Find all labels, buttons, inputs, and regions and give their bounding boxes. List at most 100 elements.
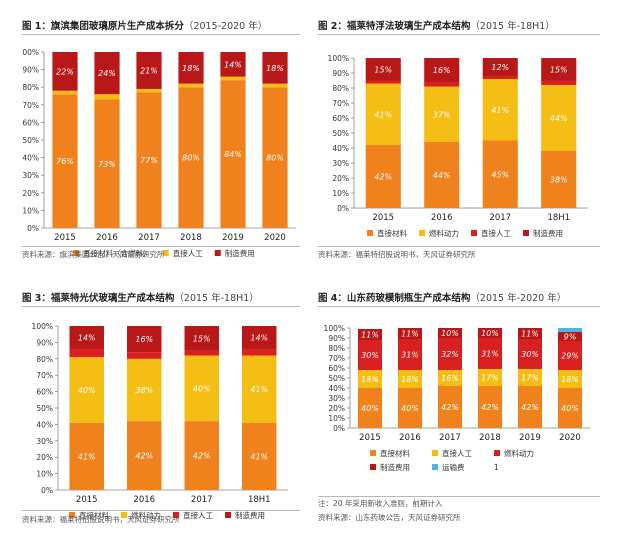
y-tick-label: 0%: [333, 424, 345, 433]
y-tick-label: 30%: [36, 437, 53, 446]
x-tick-label: 2016: [133, 495, 155, 505]
bar-segment: [52, 90, 78, 95]
bar-segment: [127, 358, 162, 422]
chart-svg-2: 0% 10% 20% 30% 40% 50% 60% 70% 80% 90% 100% 42% 41% 1…: [328, 54, 588, 238]
bar-segment: [178, 52, 204, 84]
data-label: 11%: [521, 330, 539, 339]
x-tick-label: 2017: [191, 495, 213, 505]
chart-title-1-period: （2015-2020 年）: [183, 21, 268, 32]
y-tick-label: 10%: [22, 206, 39, 215]
chart-svg-4: 0%10%20%30%40%50%60%70%80%90%100%40%18%3…: [324, 324, 590, 472]
y-tick-label: 60%: [328, 364, 345, 373]
bar-segment: [438, 328, 462, 338]
data-label: 44%: [433, 171, 451, 180]
bar-segment: [136, 92, 162, 228]
bar-segment: [127, 352, 162, 359]
legend-label: 直接人工: [173, 248, 203, 258]
bar-segment: [69, 422, 104, 490]
data-label: 41%: [78, 452, 96, 461]
bar-segment: [558, 341, 582, 370]
bar-segment: [478, 369, 502, 386]
y-tick-label: 0%: [27, 224, 39, 233]
data-label: 41%: [250, 385, 268, 394]
bar-segment: [358, 388, 382, 428]
data-label: 42%: [135, 452, 153, 461]
bar-segment: [365, 83, 401, 145]
bar-segment: [220, 52, 246, 77]
note-4: 注：20 年采用新收入准则，前期计入: [318, 499, 443, 508]
bar-segment: [398, 328, 422, 339]
data-label: 32%: [441, 350, 459, 359]
y-tick-label: 10%: [328, 414, 345, 423]
bar-segment: [365, 58, 401, 81]
bar-segment: [69, 348, 104, 358]
y-tick-label: 20%: [22, 189, 39, 198]
data-label: 30%: [361, 351, 379, 360]
bar-segment: [184, 326, 219, 351]
data-label: 41%: [374, 110, 392, 119]
source-rule-1: [22, 246, 300, 247]
legend-label: 直接材料: [79, 510, 109, 520]
bar-segment: [94, 94, 120, 100]
y-tick-label: 50%: [332, 129, 349, 138]
bar-segment: [482, 58, 518, 76]
data-label: 37%: [433, 110, 451, 119]
bar-segment: [220, 80, 246, 228]
data-label: 42%: [374, 173, 392, 182]
bar-segment: [242, 326, 277, 349]
y-tick-label: 0%: [41, 486, 53, 495]
source-rule-2: [318, 246, 600, 247]
bar-segment: [438, 370, 462, 386]
y-tick-label: 100%: [328, 54, 349, 63]
legend-extra: 1: [494, 463, 499, 472]
y-tick-label: 90%: [328, 334, 345, 343]
data-label: 15%: [550, 65, 568, 74]
data-label: 18%: [401, 375, 419, 384]
y-tick-label: 80%: [22, 83, 39, 92]
bar-segment: [438, 338, 462, 370]
chart-title-2: 图 2：福莱特浮法玻璃生产成本结构（2015 年-18H1）: [318, 18, 555, 32]
data-label: 16%: [433, 66, 451, 75]
data-label: 11%: [361, 331, 379, 340]
legend-swatch: [370, 464, 376, 470]
y-tick-label: 90%: [332, 69, 349, 78]
bar-segment: [242, 348, 277, 356]
y-tick-label: 30%: [332, 159, 349, 168]
chart-title-4-period: （2015 年-2020 年）: [470, 293, 567, 304]
legend-swatch: [69, 512, 75, 518]
bar-segment: [438, 386, 462, 428]
bar-segment: [136, 52, 162, 89]
data-label: 73%: [98, 160, 116, 169]
data-label: 76%: [56, 157, 74, 166]
bar-segment: [127, 421, 162, 490]
bar-segment: [424, 142, 460, 208]
data-label: 29%: [561, 352, 579, 361]
chart-svg-1: 0% 10% 20% 30% 40% 50% 60% 70% 80% 90% 100% 76% 22% 2…: [22, 48, 296, 258]
bar-segment: [518, 386, 542, 428]
data-label: 18%: [182, 64, 200, 73]
y-tick-label: 40%: [328, 384, 345, 393]
chart-title-1-main: 图 1：旗滨集团玻璃原片生产成本拆分: [22, 21, 184, 32]
bar-segment: [52, 52, 78, 91]
bar-segment: [69, 326, 104, 349]
data-label: 41%: [250, 452, 268, 461]
legend-swatch: [214, 250, 221, 256]
source-2: 资料来源：福莱特招股说明书，天风证券研究所: [318, 250, 476, 259]
y-tick-label: 70%: [332, 99, 349, 108]
chart-panel-4: 图 4：山东药玻模制瓶生产成本结构（2015 年-2020 年） 0% 10% 20…: [318, 290, 600, 530]
bar-segment: [424, 82, 460, 87]
x-tick-label: 2016: [399, 433, 421, 443]
x-tick-label: 2019: [519, 433, 541, 443]
y-tick-label: 20%: [332, 174, 349, 183]
bar-segment: [558, 370, 582, 388]
source-1: 资料来源：旗滨集团公告，天风证券研究所: [22, 250, 165, 259]
legend-swatch: [367, 230, 373, 236]
y-tick-label: 10%: [332, 189, 349, 198]
legend-swatch: [73, 250, 80, 256]
data-label: 40%: [401, 404, 419, 413]
bar-segment: [398, 388, 422, 428]
y-tick-label: 70%: [36, 371, 53, 380]
bar-segment: [358, 340, 382, 370]
x-tick-label: 2017: [439, 433, 461, 443]
legend-swatch: [225, 512, 231, 518]
